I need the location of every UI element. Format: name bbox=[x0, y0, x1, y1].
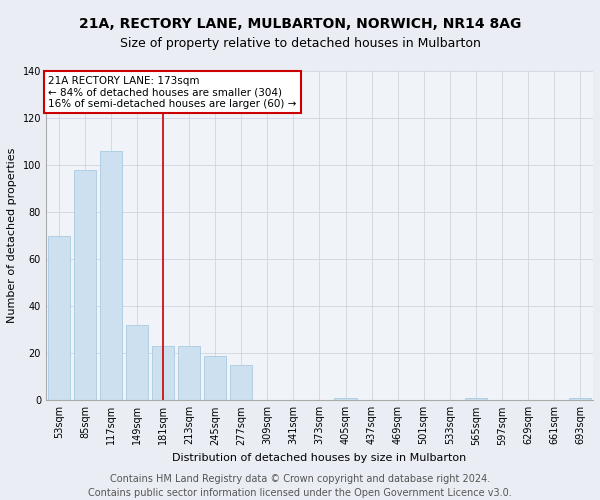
X-axis label: Distribution of detached houses by size in Mulbarton: Distribution of detached houses by size … bbox=[172, 453, 467, 463]
Text: 21A RECTORY LANE: 173sqm
← 84% of detached houses are smaller (304)
16% of semi-: 21A RECTORY LANE: 173sqm ← 84% of detach… bbox=[49, 76, 297, 109]
Bar bbox=[204, 356, 226, 401]
Bar bbox=[152, 346, 174, 401]
Bar bbox=[465, 398, 487, 400]
Y-axis label: Number of detached properties: Number of detached properties bbox=[7, 148, 17, 324]
Text: 21A, RECTORY LANE, MULBARTON, NORWICH, NR14 8AG: 21A, RECTORY LANE, MULBARTON, NORWICH, N… bbox=[79, 18, 521, 32]
Bar bbox=[178, 346, 200, 401]
Text: Contains HM Land Registry data © Crown copyright and database right 2024.
Contai: Contains HM Land Registry data © Crown c… bbox=[88, 474, 512, 498]
Bar bbox=[126, 325, 148, 400]
Bar bbox=[100, 151, 122, 400]
Bar bbox=[230, 365, 253, 400]
Bar bbox=[569, 398, 591, 400]
Bar bbox=[334, 398, 356, 400]
Text: Size of property relative to detached houses in Mulbarton: Size of property relative to detached ho… bbox=[119, 38, 481, 51]
Bar bbox=[48, 236, 70, 400]
Bar bbox=[74, 170, 96, 400]
